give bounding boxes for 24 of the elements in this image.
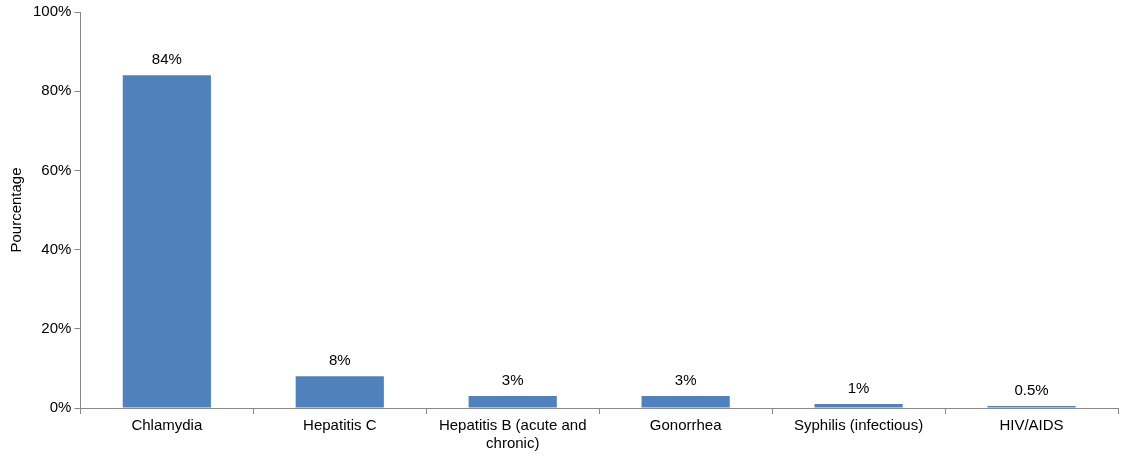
- bar: [641, 396, 730, 408]
- y-tick-label: 80%: [41, 81, 72, 99]
- data-label: 3%: [674, 370, 697, 388]
- x-tick-label: Hepatitis C: [303, 416, 377, 434]
- bar: [295, 376, 384, 408]
- data-label: 84%: [151, 50, 182, 67]
- x-tick-label: Syphilis (infectious): [793, 416, 924, 434]
- x-tick-label: Chlamydia: [131, 416, 203, 434]
- x-tick-label: Gonorrhea: [649, 416, 723, 434]
- y-axis-title: Pourcentage: [7, 167, 25, 253]
- y-tick-label: 40%: [41, 239, 72, 257]
- y-tick-label: 20%: [41, 318, 72, 336]
- y-tick-label: 0%: [49, 398, 72, 416]
- x-tick-label: HIV/AIDS: [999, 416, 1064, 434]
- bar: [122, 75, 211, 408]
- data-label: 3%: [501, 370, 524, 388]
- y-tick-label: 60%: [41, 160, 72, 178]
- data-label: 0.5%: [1014, 380, 1049, 398]
- data-label: 1%: [847, 378, 870, 396]
- bar: [814, 404, 903, 408]
- bar: [468, 396, 557, 408]
- y-tick-label: 100%: [32, 2, 72, 20]
- data-label: 8%: [328, 350, 351, 368]
- x-tick-label: Hepatitis B (acute and chronic): [438, 416, 587, 452]
